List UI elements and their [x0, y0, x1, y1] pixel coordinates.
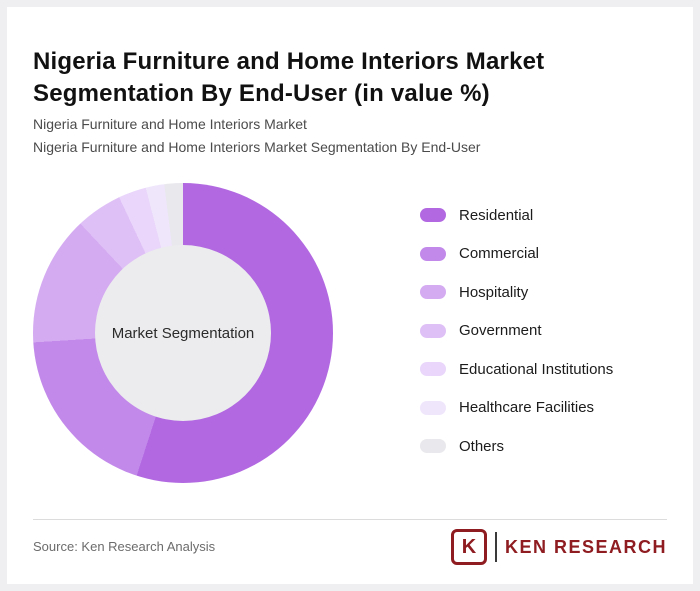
subtitle-line-1: Nigeria Furniture and Home Interiors Mar… [33, 116, 307, 132]
legend-swatch-icon [420, 246, 446, 261]
footer-divider [33, 519, 667, 520]
legend-label: Healthcare Facilities [459, 399, 595, 416]
legend-item: Others [420, 437, 613, 455]
source-text: Source: Ken Research Analysis [33, 539, 216, 554]
legend-label: Educational Institutions [459, 360, 614, 378]
donut-center: Market Segmentation [95, 245, 271, 421]
legend-label: Government [459, 322, 542, 339]
legend-item: Commercial [420, 245, 613, 262]
legend-swatch-icon [420, 439, 446, 453]
legend-item: Educational Institutions [420, 360, 614, 378]
legend-swatch-icon [420, 285, 446, 299]
donut-chart-wrapper: Market Segmentation [33, 183, 333, 483]
legend-swatch-icon [420, 208, 446, 222]
legend-swatch-icon [420, 400, 446, 415]
legend-item: Government [420, 322, 613, 339]
legend-item: Residential [420, 206, 613, 224]
logo-k-icon: K [450, 529, 487, 565]
legend-swatch-icon [420, 323, 446, 338]
logo-wordmark: KEN RESEARCH [504, 536, 667, 557]
legend-label: Hospitality [459, 283, 529, 301]
donut-center-label: Market Segmentation [111, 324, 255, 342]
legend-item: Healthcare Facilities [420, 399, 613, 416]
legend-label: Others [459, 437, 505, 455]
ken-research-logo: K KEN RESEARCH [450, 529, 667, 565]
legend-label: Residential [459, 206, 534, 224]
subtitle-line-2: Nigeria Furniture and Home Interiors Mar… [33, 139, 481, 156]
legend-label: Commercial [459, 245, 540, 262]
page-title: Nigeria Furniture and Home Interiors Mar… [33, 48, 545, 107]
logo-separator [494, 532, 497, 562]
legend: Residential Commercial Hospitality Gover… [420, 207, 613, 477]
subtitle-block: Nigeria Furniture and Home Interiors Mar… [33, 113, 653, 159]
legend-item: Hospitality [420, 283, 613, 301]
legend-swatch-icon [420, 362, 446, 376]
